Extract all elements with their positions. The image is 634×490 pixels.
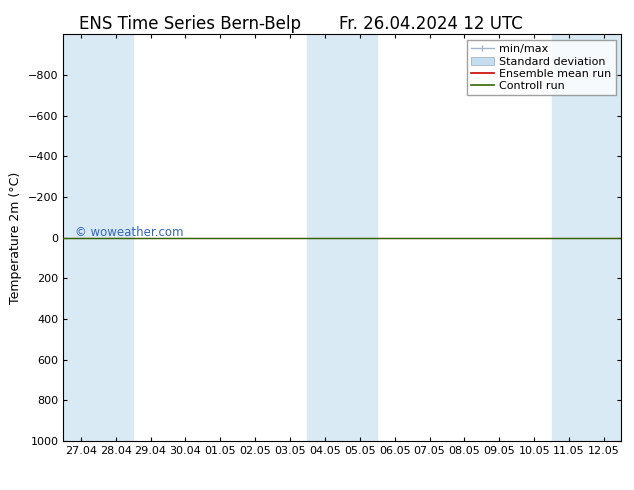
Bar <box>63 34 98 441</box>
Bar <box>552 34 586 441</box>
Bar <box>342 34 377 441</box>
Bar <box>98 34 133 441</box>
Bar <box>307 34 342 441</box>
Text: © woweather.com: © woweather.com <box>75 225 183 239</box>
Y-axis label: Temperature 2m (°C): Temperature 2m (°C) <box>10 172 22 304</box>
Legend: min/max, Standard deviation, Ensemble mean run, Controll run: min/max, Standard deviation, Ensemble me… <box>467 40 616 96</box>
Text: Fr. 26.04.2024 12 UTC: Fr. 26.04.2024 12 UTC <box>339 15 523 33</box>
Bar <box>586 34 621 441</box>
Text: ENS Time Series Bern-Belp: ENS Time Series Bern-Belp <box>79 15 301 33</box>
